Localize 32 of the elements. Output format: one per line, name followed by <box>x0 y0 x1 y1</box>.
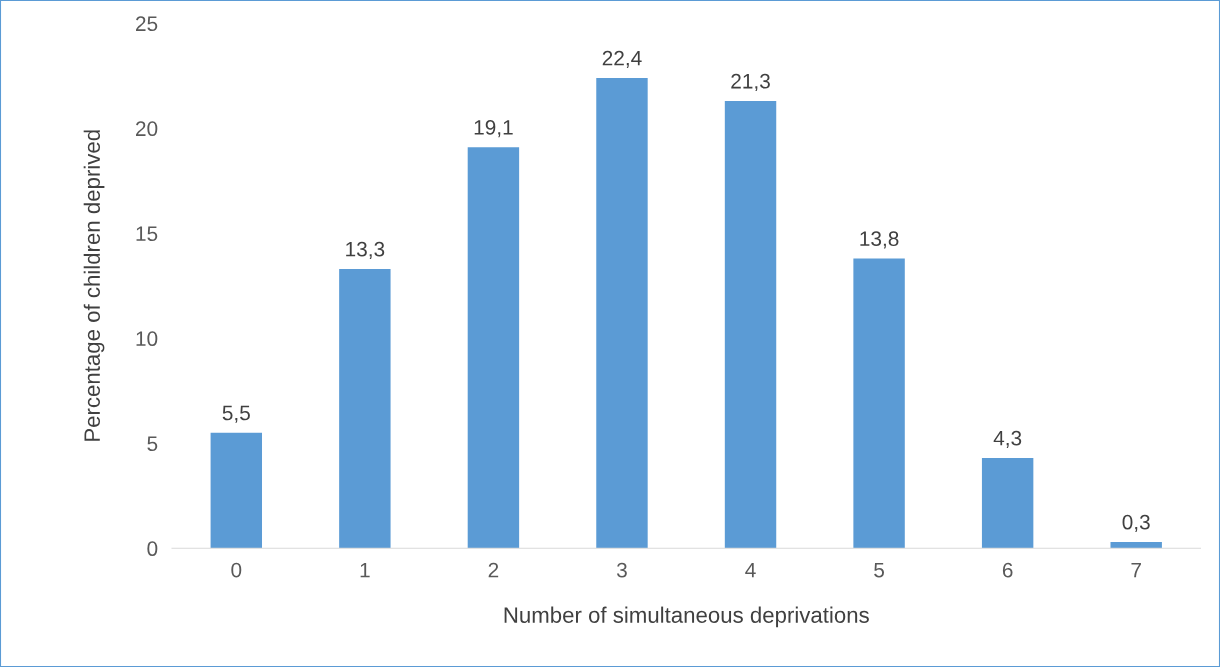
x-tick-label: 6 <box>1002 562 1013 578</box>
x-tick-label: 2 <box>488 562 499 578</box>
y-tick-label: 0 <box>147 541 158 557</box>
y-tick-label: 10 <box>136 331 158 347</box>
bar <box>210 432 263 549</box>
bar <box>724 101 777 549</box>
y-tick-label: 20 <box>136 121 158 137</box>
bar <box>981 457 1034 549</box>
y-axis-title: Percentage of children deprived <box>83 130 105 441</box>
y-tick-label: 25 <box>136 16 158 32</box>
data-label: 13,3 <box>346 241 385 260</box>
data-label: 21,3 <box>731 73 770 92</box>
data-label: 0,3 <box>1122 514 1150 532</box>
data-label: 5,5 <box>222 405 250 423</box>
x-tick-label: 4 <box>745 562 756 578</box>
bar <box>339 269 391 549</box>
x-tick-label: 1 <box>360 562 370 578</box>
x-tick-label: 7 <box>1131 562 1141 578</box>
x-tick-label: 5 <box>874 562 885 578</box>
bar <box>467 147 520 549</box>
data-label: 4,3 <box>993 430 1022 448</box>
x-axis-title: Number of simultaneous deprivations <box>504 606 869 628</box>
bar <box>596 77 648 549</box>
x-tick-label: 3 <box>616 562 627 578</box>
data-label: 22,4 <box>602 50 642 68</box>
bar <box>1110 541 1162 549</box>
data-label: 13,8 <box>860 231 899 249</box>
data-label: 19,1 <box>474 120 513 138</box>
bar <box>853 258 905 549</box>
y-tick-label: 15 <box>136 226 158 242</box>
x-tick-label: 0 <box>231 562 242 578</box>
y-tick-label: 5 <box>147 436 158 452</box>
